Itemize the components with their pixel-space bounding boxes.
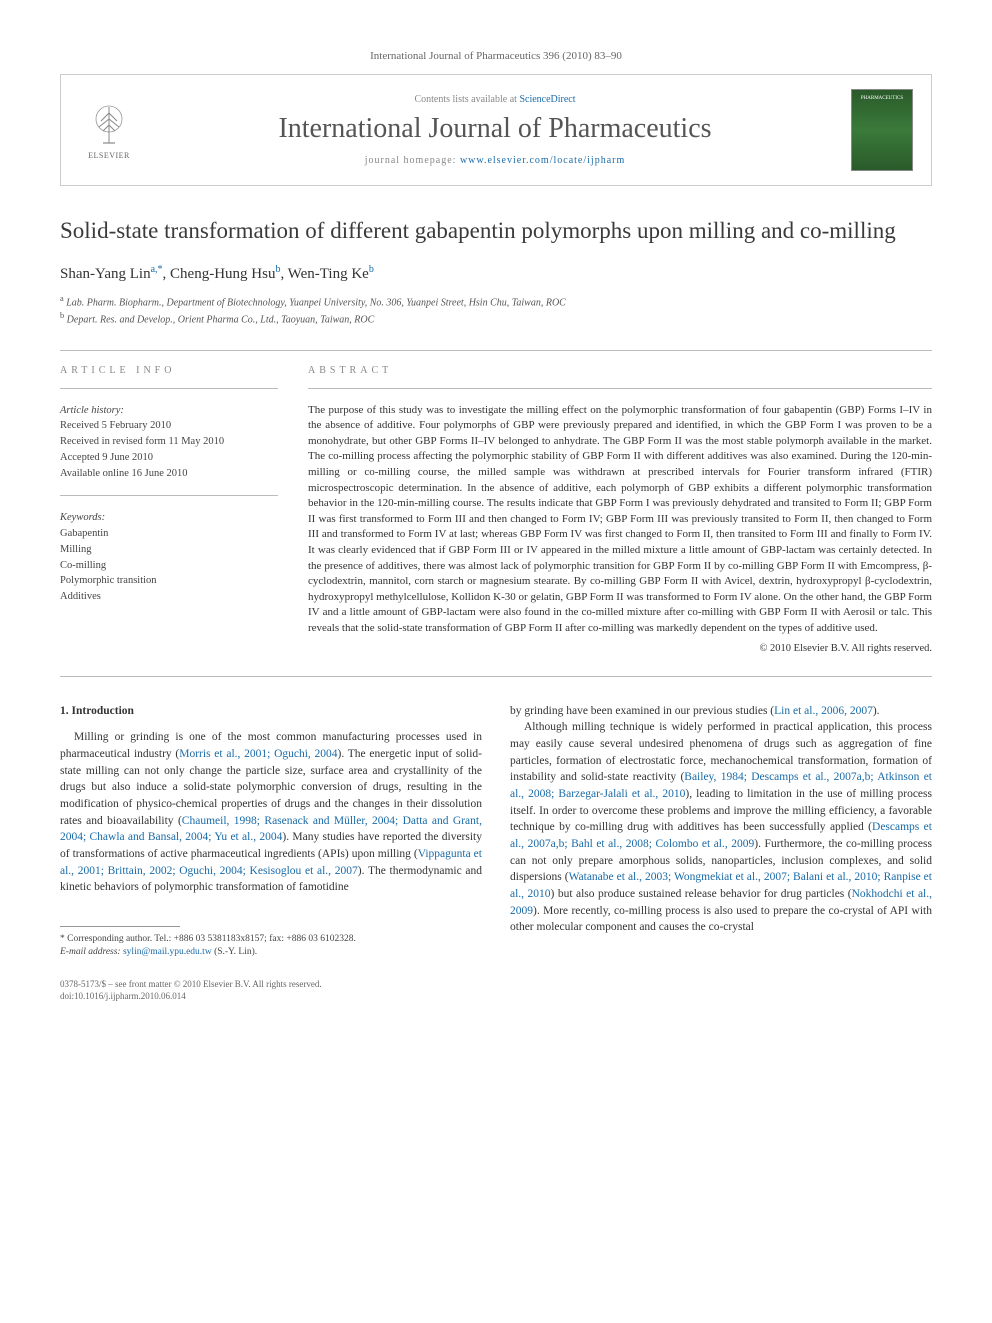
abstract-header: ABSTRACT bbox=[308, 365, 932, 376]
footnote-divider bbox=[60, 926, 180, 927]
keywords-label: Keywords: bbox=[60, 510, 278, 526]
article-info-header: ARTICLE INFO bbox=[60, 365, 278, 376]
history-item: Available online 16 June 2010 bbox=[60, 466, 278, 482]
body-text: ). bbox=[873, 705, 880, 717]
history-label: Article history: bbox=[60, 403, 278, 419]
keyword: Milling bbox=[60, 542, 278, 558]
keyword: Additives bbox=[60, 589, 278, 605]
footer-issn-line: 0378-5173/$ – see front matter © 2010 El… bbox=[60, 978, 932, 991]
keyword: Co-milling bbox=[60, 558, 278, 574]
elsevier-tree-icon bbox=[85, 101, 133, 149]
body-paragraph: Although milling technique is widely per… bbox=[510, 719, 932, 936]
divider bbox=[60, 388, 278, 389]
history-item: Received in revised form 11 May 2010 bbox=[60, 434, 278, 450]
body-right-column: by grinding have been examined in our pr… bbox=[510, 703, 932, 960]
journal-title: International Journal of Pharmaceutics bbox=[157, 113, 833, 145]
body-text: ). More recently, co-milling process is … bbox=[510, 905, 932, 934]
divider bbox=[308, 388, 932, 389]
divider bbox=[60, 676, 932, 677]
citation-link[interactable]: Lin et al., 2006, 2007 bbox=[774, 705, 873, 717]
abstract-copyright: © 2010 Elsevier B.V. All rights reserved… bbox=[308, 643, 932, 654]
email-link[interactable]: sylin@mail.ypu.edu.tw bbox=[123, 947, 212, 957]
body-text: ) but also produce sustained release beh… bbox=[551, 888, 852, 900]
homepage-line: journal homepage: www.elsevier.com/locat… bbox=[157, 155, 833, 166]
citation-link[interactable]: Morris et al., 2001; Oguchi, 2004 bbox=[179, 748, 337, 760]
article-info-column: ARTICLE INFO Article history: Received 5… bbox=[60, 365, 278, 654]
header-center: Contents lists available at ScienceDirec… bbox=[157, 94, 833, 166]
section-number: 1. bbox=[60, 705, 69, 717]
corresponding-author: * Corresponding author. Tel.: +886 03 53… bbox=[60, 933, 482, 946]
contents-prefix: Contents lists available at bbox=[414, 94, 519, 105]
body-paragraph: by grinding have been examined in our pr… bbox=[510, 703, 932, 720]
homepage-link[interactable]: www.elsevier.com/locate/ijpharm bbox=[460, 155, 625, 166]
sciencedirect-link[interactable]: ScienceDirect bbox=[519, 94, 575, 105]
journal-header-box: ELSEVIER Contents lists available at Sci… bbox=[60, 74, 932, 186]
divider bbox=[60, 350, 932, 351]
abstract-column: ABSTRACT The purpose of this study was t… bbox=[308, 365, 932, 654]
contents-available-line: Contents lists available at ScienceDirec… bbox=[157, 94, 833, 105]
divider bbox=[60, 495, 278, 496]
history-item: Accepted 9 June 2010 bbox=[60, 450, 278, 466]
history-item: Received 5 February 2010 bbox=[60, 418, 278, 434]
elsevier-logo: ELSEVIER bbox=[79, 93, 139, 168]
journal-reference: International Journal of Pharmaceutics 3… bbox=[60, 50, 932, 62]
abstract-text: The purpose of this study was to investi… bbox=[308, 403, 932, 637]
footnotes: * Corresponding author. Tel.: +886 03 53… bbox=[60, 933, 482, 960]
article-title: Solid-state transformation of different … bbox=[60, 216, 932, 246]
journal-cover-thumbnail bbox=[851, 89, 913, 171]
keyword: Polymorphic transition bbox=[60, 573, 278, 589]
affiliations: a Lab. Pharm. Biopharm., Department of B… bbox=[60, 293, 932, 328]
section-title-text: Introduction bbox=[72, 705, 134, 717]
email-label: E-mail address: bbox=[60, 947, 121, 957]
email-suffix: (S.-Y. Lin). bbox=[214, 947, 257, 957]
body-left-column: 1. Introduction Milling or grinding is o… bbox=[60, 703, 482, 960]
homepage-prefix: journal homepage: bbox=[365, 155, 460, 166]
body-text: by grinding have been examined in our pr… bbox=[510, 705, 774, 717]
elsevier-label: ELSEVIER bbox=[88, 151, 130, 160]
footer-doi-line: doi:10.1016/j.ijpharm.2010.06.014 bbox=[60, 990, 932, 1003]
article-history: Article history: Received 5 February 201… bbox=[60, 403, 278, 482]
body-columns: 1. Introduction Milling or grinding is o… bbox=[60, 703, 932, 960]
section-heading: 1. Introduction bbox=[60, 703, 482, 720]
keywords-block: Keywords: Gabapentin Milling Co-milling … bbox=[60, 510, 278, 605]
email-line: E-mail address: sylin@mail.ypu.edu.tw (S… bbox=[60, 946, 482, 959]
keyword: Gabapentin bbox=[60, 526, 278, 542]
page-footer: 0378-5173/$ – see front matter © 2010 El… bbox=[60, 978, 932, 1003]
body-paragraph: Milling or grinding is one of the most c… bbox=[60, 729, 482, 896]
authors-line: Shan-Yang Lina,*, Cheng-Hung Hsub, Wen-T… bbox=[60, 264, 932, 283]
